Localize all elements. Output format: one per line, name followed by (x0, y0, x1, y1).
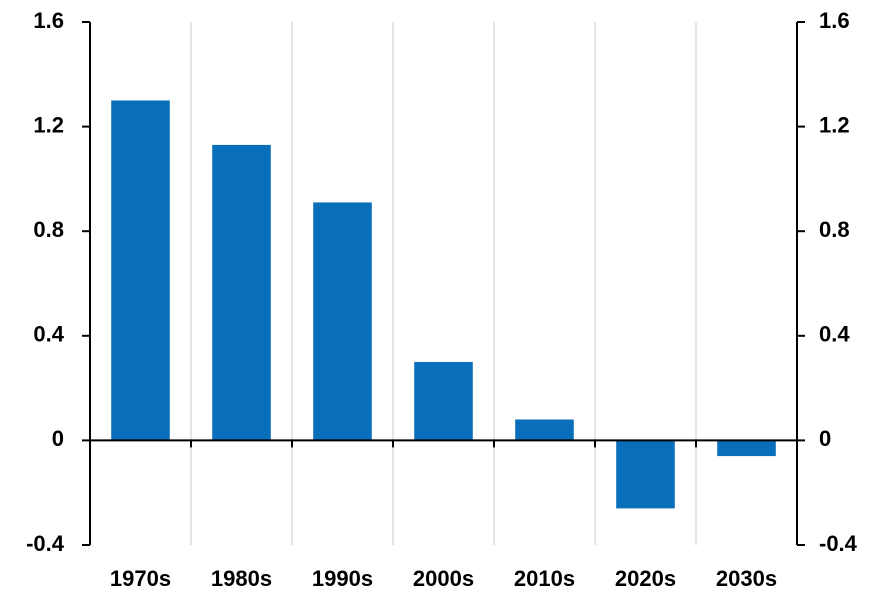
y-tick-label: 0.8 (33, 217, 64, 242)
bar (616, 440, 675, 509)
x-tick-label: 1990s (312, 566, 373, 591)
bar (414, 361, 473, 441)
y2-tick-label: 0.8 (819, 217, 850, 242)
x-tick-label: 2020s (615, 566, 676, 591)
bar (717, 440, 776, 457)
x-tick-label: 1980s (211, 566, 272, 591)
y-tick-label: -0.4 (26, 531, 65, 556)
x-tick-label: 2000s (413, 566, 474, 591)
bar (212, 144, 271, 441)
x-tick-label: 1970s (110, 566, 171, 591)
x-tick-label: 2010s (514, 566, 575, 591)
x-tick-label: 2030s (716, 566, 777, 591)
bar (515, 419, 574, 441)
y2-tick-label: 1.2 (819, 112, 850, 137)
y2-tick-label: 0.4 (819, 322, 850, 347)
y-tick-label: 0.4 (33, 322, 64, 347)
y-tick-label: 1.6 (33, 8, 64, 33)
bar (313, 202, 372, 441)
y2-tick-label: 1.6 (819, 8, 850, 33)
y-tick-label: 0 (52, 426, 64, 451)
y2-tick-label: -0.4 (819, 531, 858, 556)
bar (111, 100, 170, 441)
y-tick-label: 1.2 (33, 112, 64, 137)
y2-tick-label: 0 (819, 426, 831, 451)
